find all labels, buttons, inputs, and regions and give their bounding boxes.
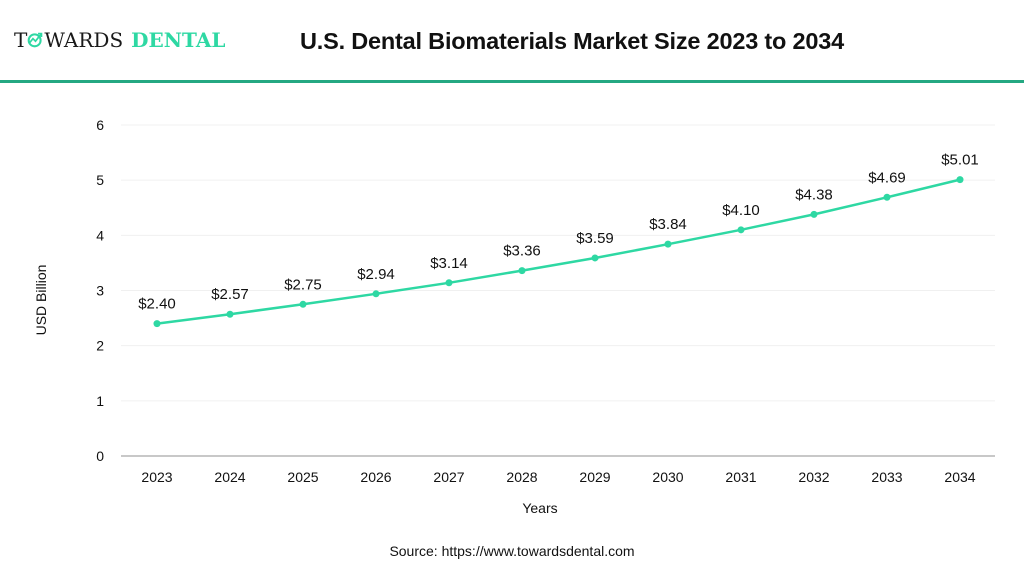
data-point	[518, 267, 526, 275]
data-labels: $2.40 $2.57 $2.75 $2.94 $3.14 $3.36 $3.59 $3.84…	[138, 152, 979, 313]
data-label: $2.57	[211, 286, 249, 303]
data-point	[664, 240, 672, 248]
data-point	[883, 193, 891, 201]
logo-text-t: T	[14, 28, 28, 52]
logo-text-dental: DENTAL	[131, 28, 226, 52]
data-point	[372, 290, 380, 298]
data-point	[299, 300, 307, 308]
logo: T WARDS DENTAL	[14, 28, 225, 52]
data-label: $4.69	[868, 169, 906, 186]
data-point	[737, 226, 745, 234]
x-tick-label: 2028	[506, 469, 537, 485]
y-tick-label: 1	[96, 393, 104, 409]
source-note: Source: https://www.towardsdental.com	[389, 543, 635, 559]
y-tick-label: 3	[96, 283, 104, 299]
data-label: $5.01	[941, 152, 979, 169]
x-tick-label: 2023	[141, 469, 172, 485]
data-point	[153, 320, 161, 328]
y-tick-label: 4	[96, 227, 104, 243]
x-tick-label: 2024	[214, 469, 245, 485]
x-tick-label: 2030	[652, 469, 683, 485]
trend-arrow-o-icon	[28, 32, 43, 47]
y-tick-label: 0	[96, 448, 104, 464]
series-line	[156, 178, 961, 325]
y-axis-ticks: 0 1 2 3 4 5 6	[96, 117, 104, 464]
x-tick-label: 2029	[579, 469, 610, 485]
x-tick-label: 2027	[433, 469, 464, 485]
data-points	[153, 176, 964, 328]
y-tick-label: 6	[96, 117, 104, 133]
data-label: $2.94	[357, 266, 395, 283]
data-label: $3.36	[503, 243, 541, 260]
data-point	[591, 254, 599, 262]
data-label: $3.59	[576, 230, 614, 247]
data-point	[226, 310, 234, 318]
data-point	[956, 176, 964, 184]
data-label: $2.40	[138, 296, 176, 313]
x-tick-label: 2026	[360, 469, 391, 485]
data-label: $3.84	[649, 216, 687, 233]
x-axis-title: Years	[522, 500, 557, 516]
header: T WARDS DENTAL U.S. Dental Biomaterials …	[0, 0, 1024, 83]
x-axis-ticks: 2023 2024 2025 2026 2027 2028 2029 2030 2031 2032…	[141, 469, 975, 485]
data-label: $2.75	[284, 276, 322, 293]
data-point	[810, 210, 818, 218]
y-tick-label: 5	[96, 172, 104, 188]
x-tick-label: 2033	[871, 469, 902, 485]
x-tick-label: 2025	[287, 469, 318, 485]
y-tick-label: 2	[96, 338, 104, 354]
chart-title: U.S. Dental Biomaterials Market Size 202…	[300, 28, 844, 54]
x-tick-label: 2031	[725, 469, 756, 485]
y-axis-title: USD Billion	[33, 265, 49, 336]
data-label: $4.38	[795, 186, 833, 203]
x-tick-label: 2034	[944, 469, 975, 485]
header-divider	[0, 80, 1024, 83]
data-label: $3.14	[430, 255, 468, 272]
gridlines	[121, 124, 995, 402]
data-point	[445, 279, 453, 287]
data-label: $4.10	[722, 202, 760, 219]
logo-text-wards: WARDS	[44, 28, 124, 52]
x-tick-label: 2032	[798, 469, 829, 485]
